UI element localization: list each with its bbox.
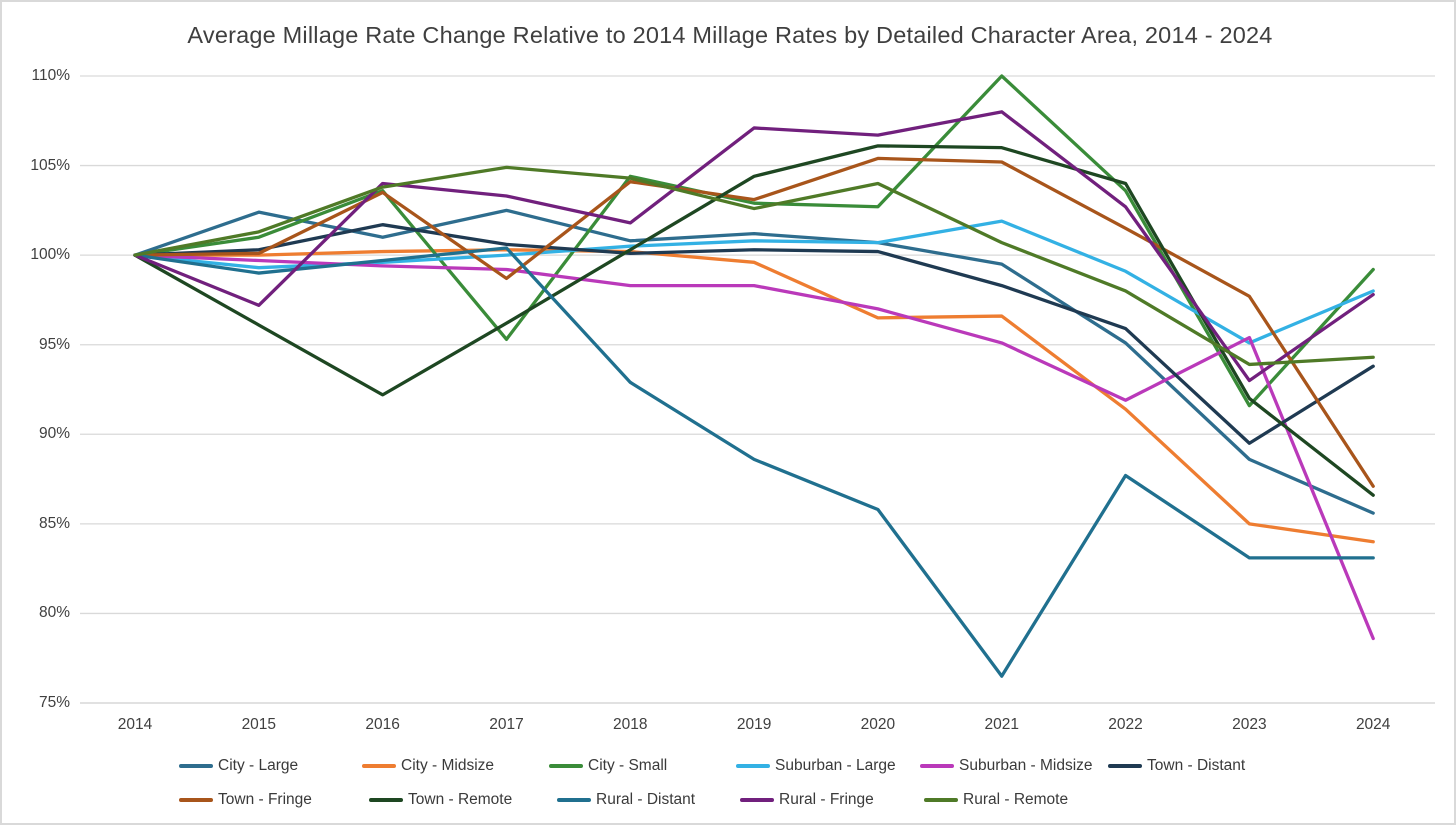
series-line-town-fringe xyxy=(133,156,1375,488)
x-axis-label: 2015 xyxy=(241,716,277,733)
y-axis-label: 80% xyxy=(38,604,70,622)
legend-swatch xyxy=(179,797,213,803)
y-axis-label: 105% xyxy=(30,156,70,174)
x-axis-label: 2018 xyxy=(613,716,648,733)
legend-item-rural-distant: Rural - Distant xyxy=(557,789,695,811)
legend-item-town-distant: Town - Distant xyxy=(1108,755,1245,777)
y-axis-label: 110% xyxy=(31,67,71,84)
series-line-city-midsize xyxy=(133,248,1375,544)
x-axis-label: 2017 xyxy=(489,716,524,733)
x-axis-label: 2022 xyxy=(1108,716,1143,733)
y-axis-label: 95% xyxy=(38,335,70,353)
x-axis-label: 2016 xyxy=(365,716,400,733)
x-axis-label: 2023 xyxy=(1232,716,1267,733)
series-line-rural-distant xyxy=(133,246,1375,678)
series-line-suburban-midsize xyxy=(133,253,1375,641)
legend-label: Rural - Distant xyxy=(596,791,696,808)
legend-label: Rural - Remote xyxy=(963,791,1069,808)
legend-swatch xyxy=(920,763,954,769)
legend-swatch xyxy=(557,797,591,803)
legend-swatch xyxy=(924,797,958,803)
y-axis-label: 75% xyxy=(38,693,70,711)
legend-label: Town - Distant xyxy=(1147,757,1246,774)
legend-item-rural-remote: Rural - Remote xyxy=(924,789,1068,811)
x-axis-label: 2020 xyxy=(860,716,896,733)
legend-item-town-remote: Town - Remote xyxy=(369,789,512,811)
y-axis-label: 100% xyxy=(30,246,70,264)
legend-swatch xyxy=(179,763,213,769)
legend-swatch xyxy=(362,763,396,769)
legend-swatch xyxy=(736,763,770,769)
legend-label: Suburban - Midsize xyxy=(959,757,1093,774)
legend-item-city-large: City - Large xyxy=(179,755,298,777)
series-line-town-remote xyxy=(133,144,1375,497)
legend-swatch xyxy=(549,763,583,769)
series-line-rural-remote xyxy=(133,165,1375,367)
legend-swatch xyxy=(1108,763,1142,769)
legend-item-city-midsize: City - Midsize xyxy=(362,755,494,777)
legend-label: Rural - Fringe xyxy=(779,791,874,808)
legend-swatch xyxy=(369,797,403,803)
legend-label: Town - Remote xyxy=(408,791,513,808)
legend-label: Suburban - Large xyxy=(775,757,896,774)
series-line-town-distant xyxy=(133,223,1375,445)
series-line-rural-fringe xyxy=(133,110,1375,383)
legend-swatch xyxy=(740,797,774,803)
legend-item-rural-fringe: Rural - Fringe xyxy=(740,789,874,811)
legend-label: Town - Fringe xyxy=(218,791,312,808)
legend-label: City - Small xyxy=(588,757,668,774)
x-axis-label: 2021 xyxy=(984,716,1019,733)
legend-item-suburban-midsize: Suburban - Midsize xyxy=(920,755,1093,777)
x-axis-label: 2014 xyxy=(117,716,153,733)
legend-item-suburban-large: Suburban - Large xyxy=(736,755,896,777)
x-axis-label: 2019 xyxy=(736,716,772,733)
legend-row-1: City - Large City - Midsize City - Small Su… xyxy=(2,755,1454,779)
series-line-suburban-large xyxy=(133,219,1375,345)
x-axis-label: 2024 xyxy=(1355,716,1391,733)
y-axis-label: 90% xyxy=(38,425,70,443)
legend-row-2: Town - Fringe Town - Remote Rural - Distan… xyxy=(2,789,1454,813)
legend-label: City - Large xyxy=(218,757,299,774)
legend-label: City - Midsize xyxy=(401,757,495,774)
series-line-city-large xyxy=(133,208,1375,515)
y-axis-label: 85% xyxy=(38,514,70,532)
legend-item-city-small: City - Small xyxy=(549,755,667,777)
chart-title: Average Millage Rate Change Relative to … xyxy=(187,22,1273,48)
legend-item-town-fringe: Town - Fringe xyxy=(179,789,312,811)
